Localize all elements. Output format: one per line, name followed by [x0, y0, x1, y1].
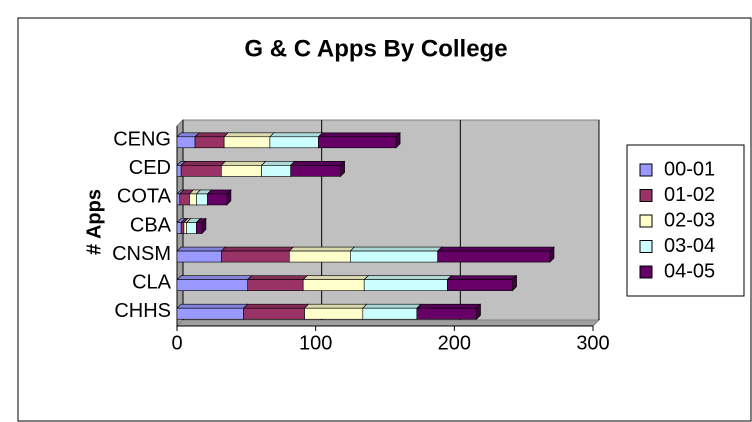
- bar-segment: [194, 132, 229, 149]
- bar-segment: [317, 132, 401, 149]
- x-tick-label: 200: [438, 332, 471, 354]
- legend-swatch: [639, 189, 653, 202]
- bar-segment: [269, 132, 324, 149]
- bar-segment: [176, 274, 253, 292]
- y-axis-title: # Apps: [83, 189, 105, 255]
- bar-segment: [289, 160, 346, 178]
- bar-segment: [349, 246, 443, 263]
- y-tick-label: CLA: [132, 271, 172, 293]
- y-tick-label: COTA: [117, 186, 172, 208]
- bar-segment: [446, 274, 518, 292]
- x-tick-label: 100: [299, 332, 332, 354]
- chart-title: G & C Apps By College: [244, 35, 507, 62]
- legend-label: 01-02: [664, 184, 715, 206]
- legend-label: 00-01: [664, 158, 715, 180]
- legend-swatch: [639, 265, 653, 279]
- bar-segment: [260, 160, 296, 178]
- bar-segment: [242, 303, 310, 320]
- legend-label: 04-05: [664, 260, 715, 282]
- x-tick-label: 300: [576, 332, 609, 354]
- bar-segment: [363, 274, 453, 292]
- bar-segment: [362, 303, 422, 320]
- y-tick-label: CED: [129, 157, 171, 179]
- legend-label: 03-04: [664, 235, 715, 257]
- y-tick-label: CNSM: [112, 243, 171, 265]
- y-tick-label: CHHS: [114, 300, 171, 322]
- bar-segment: [220, 246, 295, 263]
- bar-segment: [436, 246, 555, 263]
- legend-swatch: [639, 163, 653, 177]
- legend-swatch: [639, 214, 653, 228]
- bar-segment: [288, 246, 356, 263]
- bar-segment: [206, 189, 232, 206]
- bar-segment: [302, 274, 369, 292]
- bar-segment: [180, 160, 227, 178]
- bar-segment: [416, 303, 482, 320]
- bar-segment: [303, 303, 368, 320]
- bar-segment: [176, 246, 227, 263]
- bar-segment: [220, 160, 267, 178]
- plot-base: [175, 319, 601, 327]
- x-tick-label: 0: [171, 332, 182, 354]
- bar-segment: [246, 274, 308, 292]
- bar-segment: [195, 217, 207, 235]
- legend-label: 02-03: [664, 209, 715, 231]
- bar-segment: [176, 303, 249, 320]
- legend-swatch: [639, 240, 653, 253]
- bar-segment: [223, 132, 275, 149]
- y-tick-label: CENG: [113, 129, 171, 151]
- y-tick-label: CBA: [130, 214, 172, 236]
